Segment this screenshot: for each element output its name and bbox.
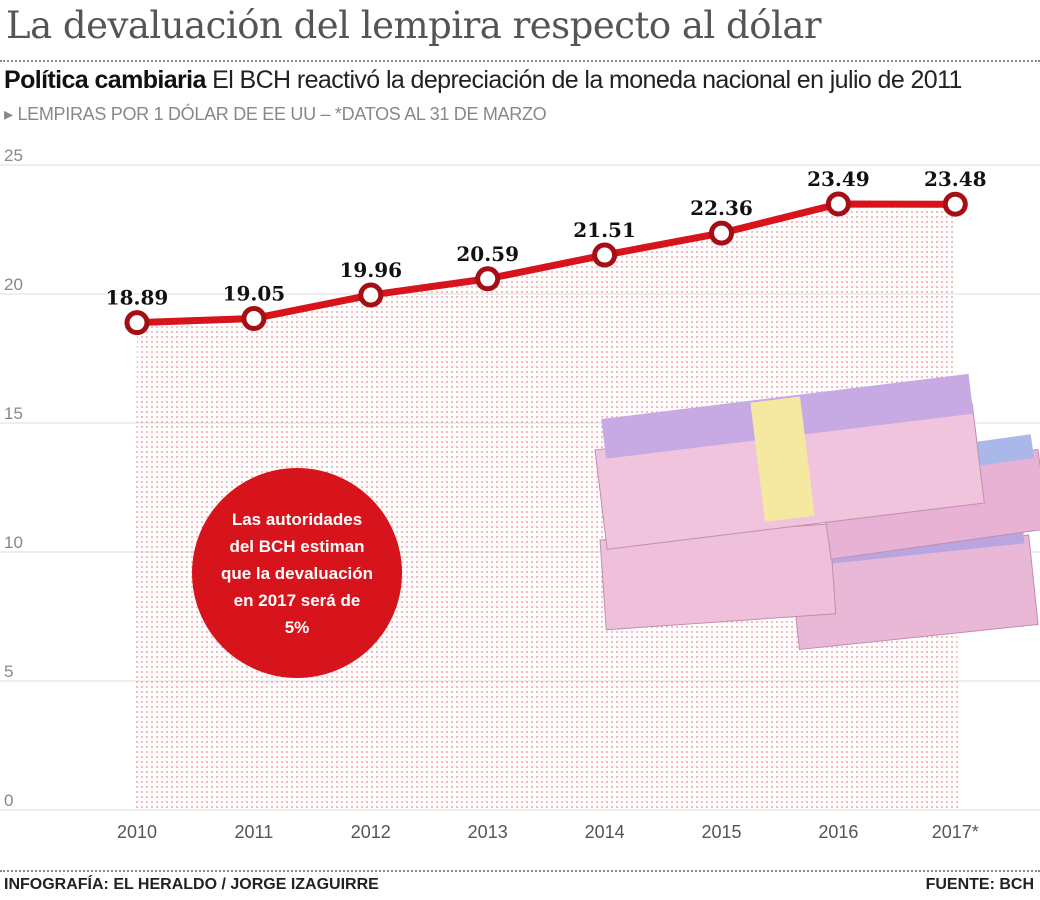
x-tick-label: 2012 (351, 822, 391, 842)
callout-bubble: Las autoridades del BCH estiman que la d… (192, 468, 402, 678)
credit: INFOGRAFÍA: EL HERALDO / JORGE IZAGUIRRE (4, 876, 379, 893)
x-tick-label: 2014 (585, 822, 625, 842)
data-label: 23.49 (807, 167, 870, 191)
data-point (475, 266, 501, 292)
unit-note-text: LEMPIRAS POR 1 DÓLAR DE EE UU – *DATOS A… (17, 104, 547, 124)
x-tick-label: 2011 (235, 822, 274, 842)
data-label: 19.05 (223, 282, 286, 306)
divider (0, 60, 1040, 62)
data-point (358, 282, 384, 308)
data-label: 20.59 (456, 242, 519, 266)
chart-title: La devaluación del lempira respecto al d… (6, 4, 822, 47)
data-label: 18.89 (106, 286, 169, 310)
unit-note: ▸ LEMPIRAS POR 1 DÓLAR DE EE UU – *DATOS… (4, 104, 547, 124)
data-label: 22.36 (690, 196, 753, 220)
data-point (709, 220, 734, 246)
source: FUENTE: BCH (925, 876, 1034, 893)
data-point (592, 242, 618, 268)
subtitle: Política cambiaria El BCH reactivó la de… (4, 66, 962, 95)
y-tick-label: 0 (4, 791, 13, 810)
y-tick-label: 25 (4, 146, 23, 165)
footer-divider (0, 870, 1040, 872)
y-tick-label: 5 (4, 662, 13, 681)
y-tick-label: 15 (4, 404, 23, 423)
data-label: 21.51 (573, 218, 636, 242)
money-stack-image (594, 373, 1040, 651)
x-tick-label: 2013 (468, 822, 508, 842)
x-tick-label: 2010 (117, 822, 157, 842)
x-tick-label: 2016 (818, 822, 858, 842)
data-point (124, 310, 150, 336)
x-tick-label: 2015 (701, 822, 741, 842)
y-tick-label: 10 (4, 533, 23, 552)
y-tick-label: 20 (4, 275, 23, 294)
subtitle-bold: Política cambiaria (4, 66, 206, 94)
x-tick-label: 2017* (932, 822, 979, 842)
data-label: 19.96 (339, 258, 402, 282)
data-point (825, 191, 851, 217)
data-point (942, 191, 968, 217)
data-label: 23.48 (924, 167, 987, 191)
series-line (136, 200, 956, 327)
subtitle-text: El BCH reactivó la depreciación de la mo… (205, 66, 962, 94)
data-point (241, 306, 267, 332)
